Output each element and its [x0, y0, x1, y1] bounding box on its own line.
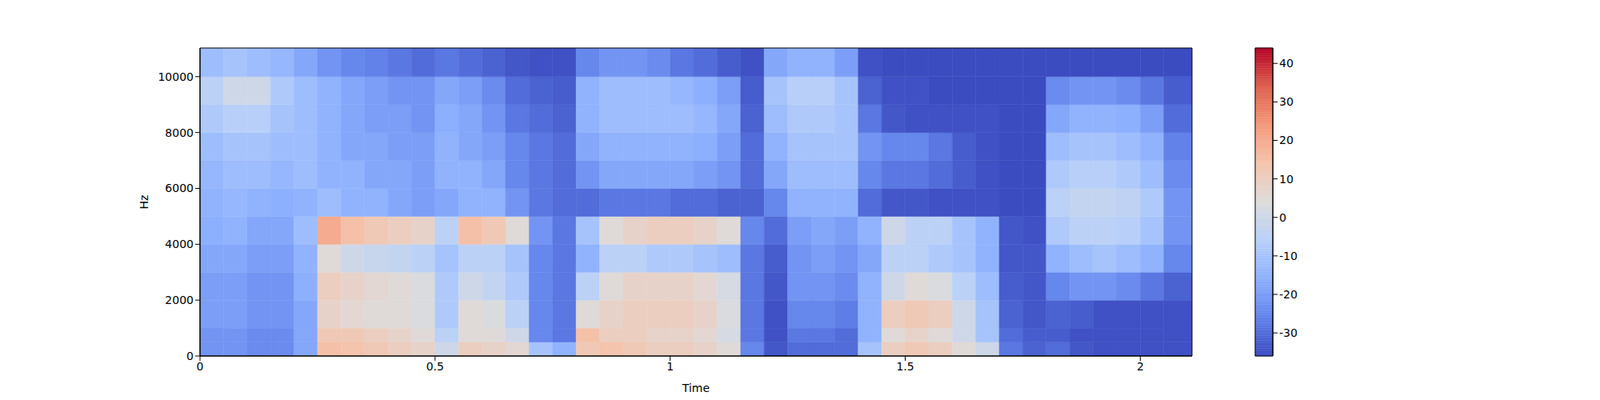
svg-text:2000: 2000: [164, 293, 194, 307]
svg-text:6000: 6000: [164, 181, 194, 195]
svg-text:8000: 8000: [164, 126, 194, 140]
svg-text:0: 0: [1279, 211, 1287, 224]
svg-text:1: 1: [666, 360, 674, 373]
svg-text:40: 40: [1279, 56, 1294, 70]
svg-text:Time: Time: [681, 381, 710, 395]
svg-text:1.5: 1.5: [896, 360, 914, 373]
svg-text:0.5: 0.5: [426, 360, 444, 373]
svg-text:-20: -20: [1279, 288, 1298, 301]
svg-text:0: 0: [186, 349, 194, 363]
svg-text:4000: 4000: [164, 237, 194, 251]
svg-text:20: 20: [1279, 133, 1294, 147]
svg-text:-30: -30: [1279, 326, 1298, 340]
svg-text:0: 0: [196, 360, 204, 373]
svg-text:2: 2: [1136, 360, 1144, 373]
svg-text:-10: -10: [1279, 249, 1298, 263]
svg-text:30: 30: [1279, 95, 1294, 108]
svg-text:Hz: Hz: [137, 195, 151, 210]
svg-text:10: 10: [1279, 172, 1294, 186]
svg-text:10000: 10000: [157, 70, 194, 84]
